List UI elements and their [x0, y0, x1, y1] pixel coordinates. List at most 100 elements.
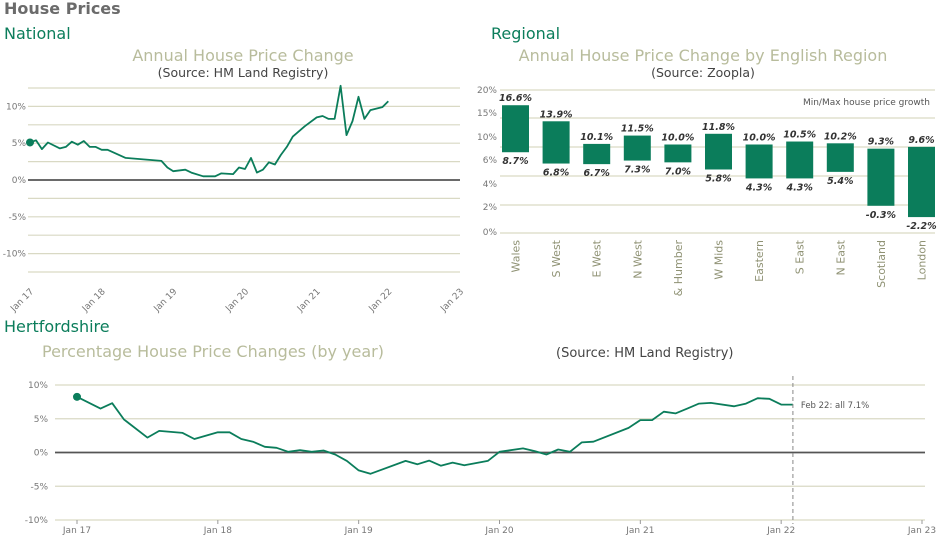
series-line [76, 395, 793, 475]
regional-chart: Annual House Price Change by English Reg… [477, 46, 937, 308]
x-tick-label: Jan 17 [8, 287, 36, 315]
bar-min-label: 6.7% [584, 168, 610, 179]
bar-min-label: 7.0% [665, 166, 691, 177]
y-tick-label: -5% [30, 482, 48, 492]
category-label: Scotland [875, 240, 888, 288]
y-tick-label: -10% [3, 250, 27, 260]
national-chart-subtitle: (Source: HM Land Registry) [158, 65, 329, 80]
x-tick-label: Jan 20 [484, 526, 513, 536]
x-tick-label: Jan 18 [203, 526, 232, 536]
national-chart-title: Annual House Price Change [132, 46, 353, 65]
national-gridlines [28, 87, 460, 273]
herts-chart-subtitle: (Source: HM Land Registry) [556, 346, 733, 361]
x-tick-label: Jan 22 [367, 287, 395, 315]
bar-min-label: 7.3% [624, 165, 650, 176]
bar-max-label: 10.2% [824, 131, 857, 142]
category-label: Wales [510, 240, 523, 273]
x-tick-label: Jan 19 [152, 287, 180, 315]
x-tick-label: Jan 23 [907, 526, 936, 536]
category-label: S East [794, 239, 807, 274]
bar-n-west [623, 135, 651, 161]
x-tick-label: Jan 21 [625, 526, 654, 536]
bar-max-label: 16.6% [499, 93, 532, 104]
series-start-point [26, 138, 34, 147]
y-tick-label: 5% [12, 139, 27, 149]
y-tick-label: 0% [12, 176, 27, 186]
bar-eastern [745, 144, 773, 179]
y-tick-label: 15% [477, 109, 497, 119]
regional-chart-title: Annual House Price Change by English Reg… [519, 46, 888, 65]
series-start-point [73, 392, 81, 401]
national-y-ticks: 10% 5% 0% -5% -10% [3, 102, 27, 259]
category-label: Y & Humber [672, 240, 685, 308]
bar-s-east [786, 141, 814, 179]
category-label: Eastern [753, 240, 766, 282]
bar-max-label: 10.5% [783, 130, 816, 141]
bar-max-label: 11.5% [621, 124, 654, 135]
national-heading: National [4, 24, 71, 43]
bar-max-label: 11.8% [702, 122, 735, 133]
category-label: N East [834, 239, 847, 275]
national-series [26, 84, 389, 178]
bar-london [908, 146, 935, 218]
hertfordshire-heading: Hertfordshire [4, 317, 110, 336]
national-x-ticks: Jan 17 Jan 18 Jan 19 Jan 20 Jan 21 Jan 22 Jan … [8, 287, 466, 315]
bar-max-label: 10.1% [580, 132, 613, 143]
x-tick-label: Jan 21 [295, 287, 323, 315]
herts-annotation: Feb 22: all 7.1% [801, 401, 869, 411]
bar-max-label: 13.9% [540, 109, 573, 120]
y-tick-label: 2% [483, 203, 498, 213]
bar-s-west [542, 121, 570, 164]
y-tick-label: 0% [34, 449, 49, 459]
herts-series [73, 392, 793, 475]
regional-heading: Regional [491, 24, 560, 43]
y-tick-label: 10% [28, 381, 48, 391]
regional-y-ticks: 20% 15% 10% 6% 4% 2% 0% [477, 86, 497, 238]
bar-min-label: 4.3% [786, 182, 813, 193]
hertfordshire-chart: Percentage House Price Changes (by year)… [25, 342, 936, 536]
regional-chart-subtitle: (Source: Zoopla) [651, 65, 755, 80]
herts-gridlines [55, 384, 925, 521]
herts-y-ticks: 10% 5% 0% -5% -10% [25, 381, 49, 526]
bar-min-label: -0.3% [866, 210, 896, 221]
bar-e-west [583, 143, 611, 165]
x-tick-label: Jan 20 [223, 287, 251, 315]
x-tick-label: Jan 19 [344, 526, 373, 536]
category-label: N West [631, 239, 644, 278]
regional-category-labels: Wales S West E West N West Y & Humber W Mids E… [510, 239, 929, 308]
bar-max-label: 10.0% [743, 133, 776, 144]
series-line [29, 84, 389, 178]
bar-min-label: 4.3% [745, 182, 772, 193]
y-tick-label: 4% [483, 180, 498, 190]
herts-chart-title: Percentage House Price Changes (by year) [42, 342, 384, 361]
y-tick-label: 10% [6, 102, 26, 112]
category-label: London [916, 240, 929, 280]
bar-min-label: 8.7% [502, 156, 528, 167]
bar-max-label: 10.0% [661, 133, 694, 144]
category-label: E West [591, 239, 604, 277]
y-tick-label: 6% [483, 156, 498, 166]
y-tick-label: 10% [477, 133, 497, 143]
bar-min-label: 5.4% [827, 176, 853, 187]
bar-n-east [826, 143, 854, 172]
bar-y-humber [664, 144, 692, 163]
national-chart: Annual House Price Change (Source: HM La… [3, 46, 466, 315]
bar-max-label: 9.6% [908, 135, 934, 146]
y-tick-label: 0% [483, 228, 498, 238]
x-tick-label: Jan 23 [438, 287, 466, 315]
bar-w-mids [705, 133, 732, 170]
regional-bars: 16.6% 8.7% 13.9% 6.8% 10.1% 6.7% 11.5% 7.3% 10.0… [499, 93, 937, 232]
x-tick-label: Jan 22 [766, 526, 795, 536]
y-tick-label: -10% [25, 516, 49, 526]
bar-max-label: 9.3% [868, 137, 894, 148]
y-tick-label: 20% [477, 86, 497, 96]
herts-x-ticks: Jan 17 Jan 18 Jan 19 Jan 20 Jan 21 Jan 22 Jan … [62, 520, 936, 536]
y-tick-label: 5% [34, 415, 49, 425]
bar-wales [502, 105, 529, 153]
x-tick-label: Jan 18 [80, 287, 108, 315]
category-label: S West [550, 239, 563, 277]
bar-min-label: -2.2% [906, 221, 936, 232]
category-label: W Mids [713, 240, 726, 280]
regional-legend: Min/Max house price growth [803, 98, 930, 108]
